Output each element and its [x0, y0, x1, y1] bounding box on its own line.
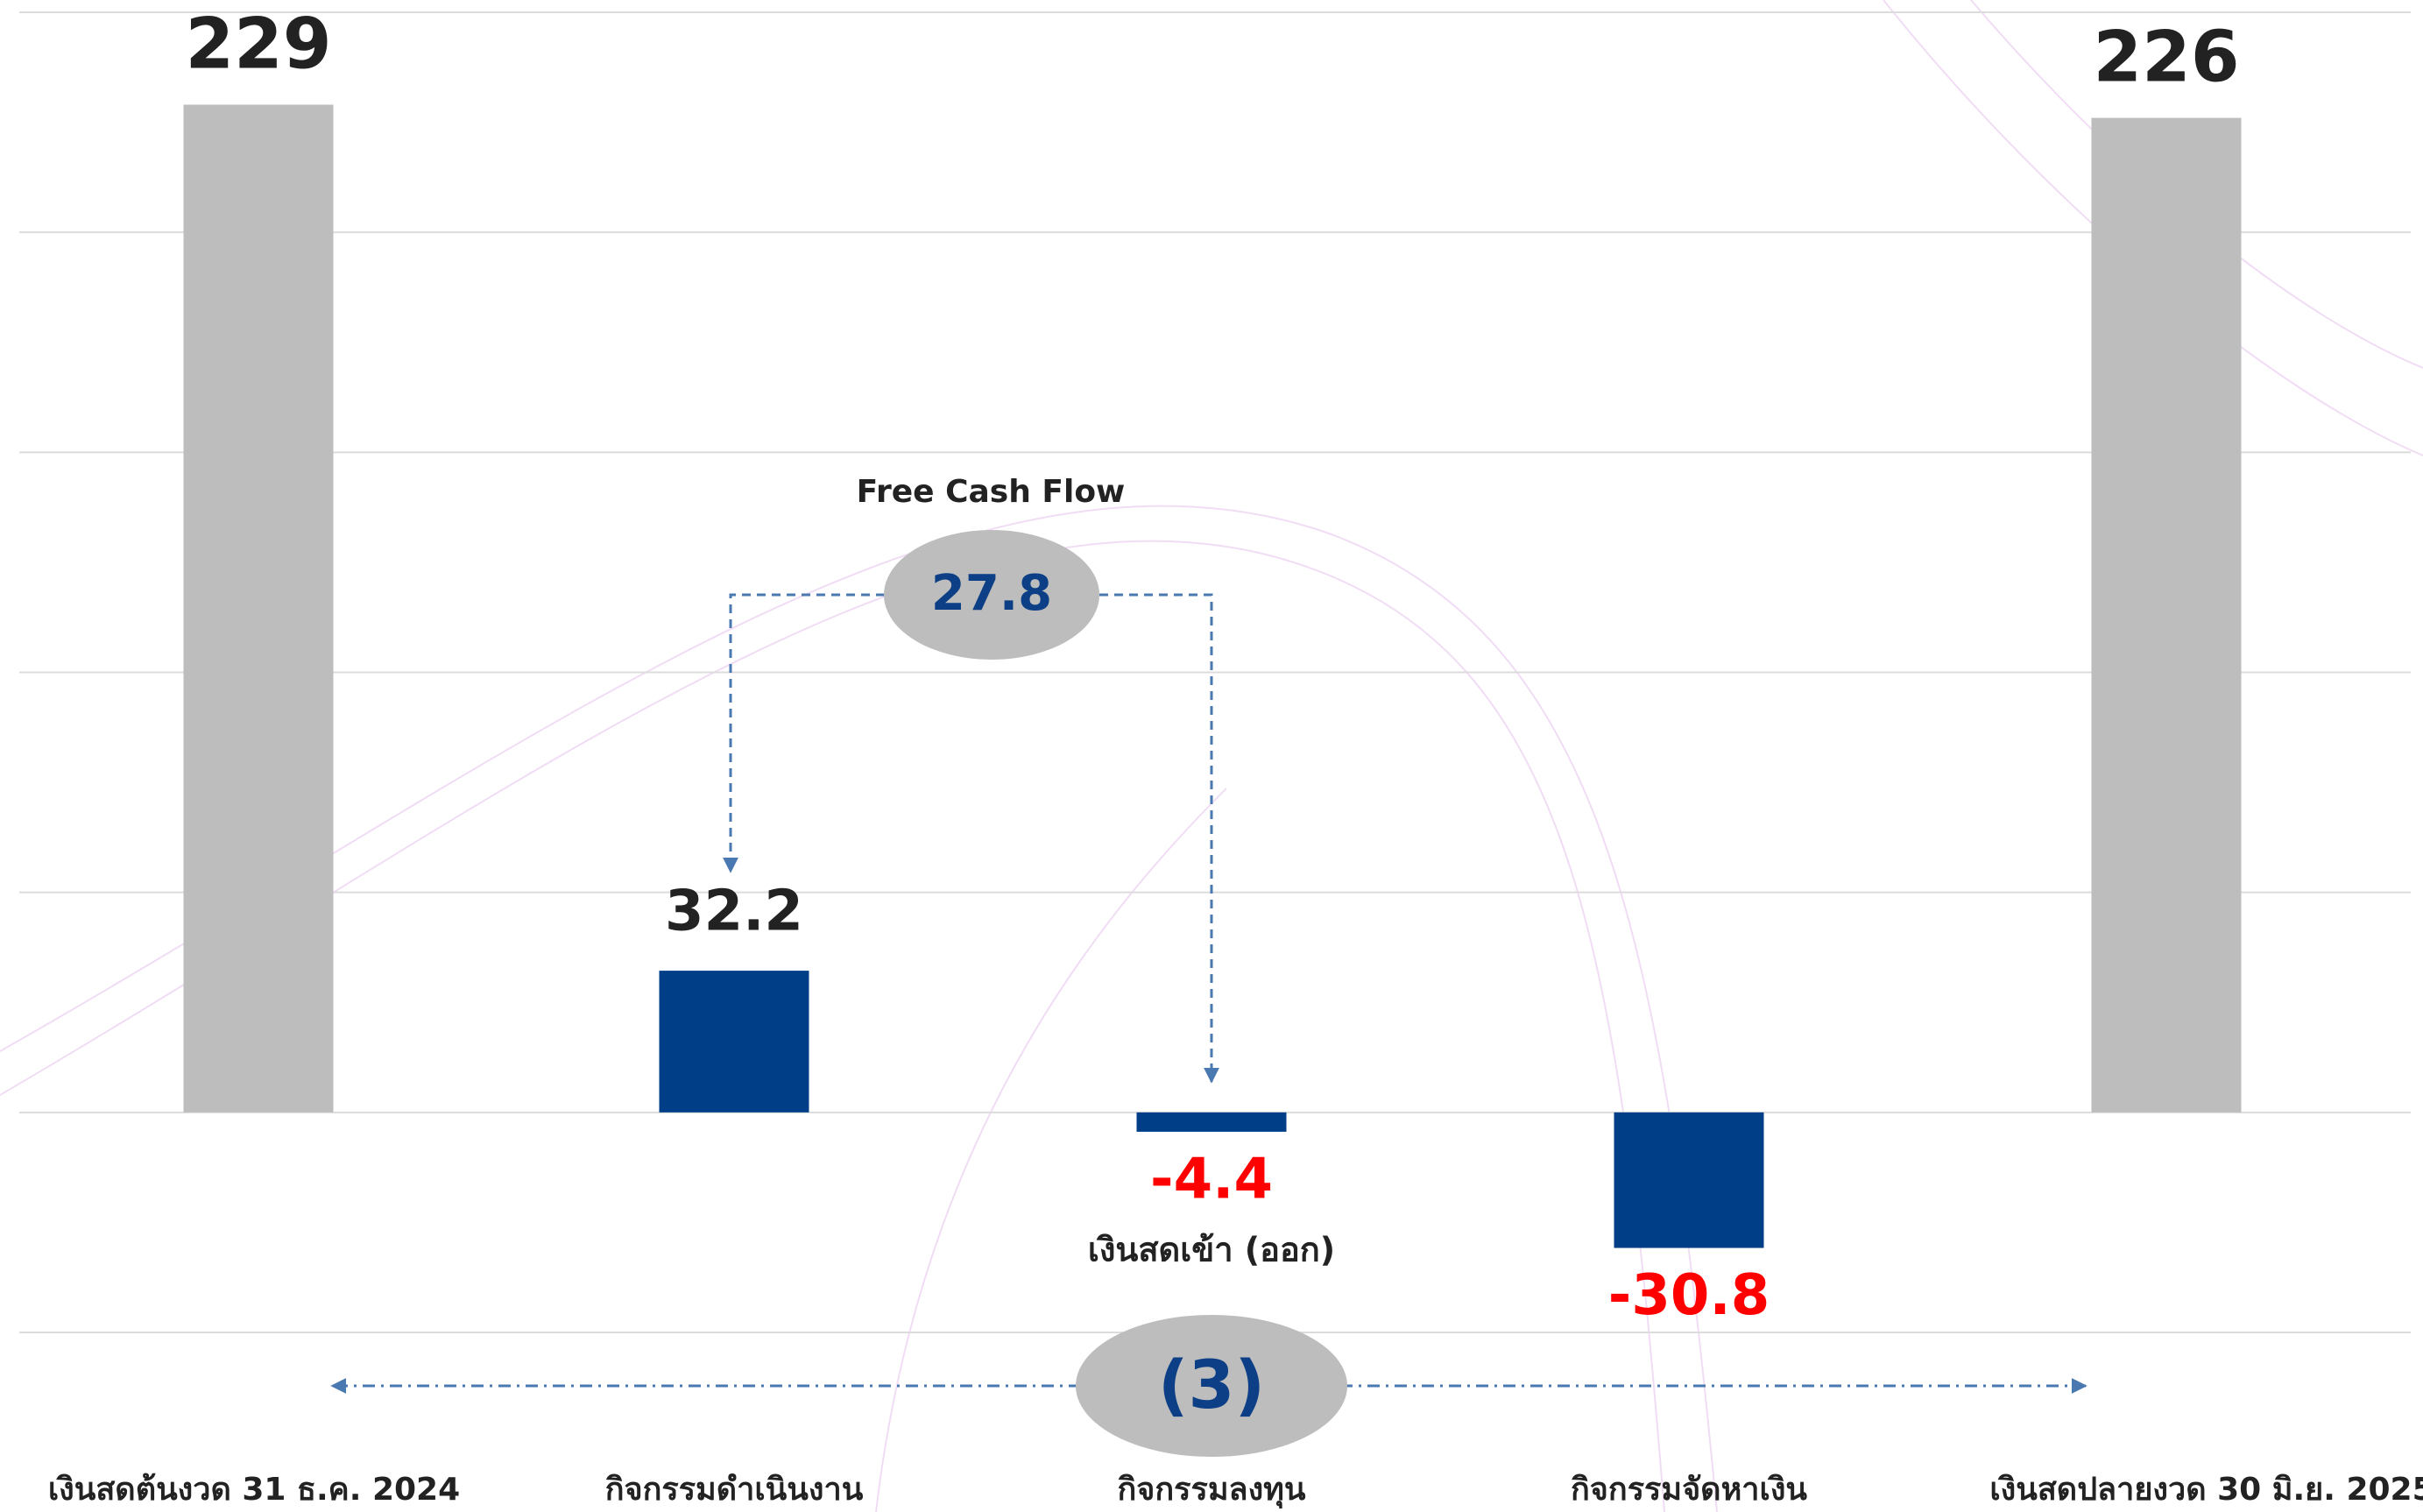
- fcf-value: 27.8: [931, 565, 1052, 622]
- net-value: (3): [1158, 1346, 1265, 1424]
- fcf-arrow: [1099, 593, 1219, 1084]
- bar: [1614, 1112, 1764, 1248]
- grid: [19, 11, 2411, 1333]
- bar: [659, 971, 809, 1113]
- x-tick-label: กิจกรรมลงทุน: [1117, 1472, 1305, 1509]
- labels: 229 เงินสดต้นงวด 31 ธ.ค. 2024 32.2 กิจกรรมด…: [48, 3, 2423, 1509]
- bar: [1136, 1112, 1287, 1132]
- net-bubble: [1076, 1315, 1347, 1457]
- x-tick-label: เงินสดปลายงวด 30 มิ.ย. 2025: [1989, 1472, 2423, 1508]
- bar: [183, 104, 334, 1113]
- value-label: -4.4: [1150, 1148, 1273, 1212]
- fcf-label: Free Cash Flow: [857, 474, 1126, 510]
- fcf-arrow: [723, 593, 885, 873]
- value-label: 226: [2094, 17, 2240, 98]
- value-label: -30.8: [1608, 1263, 1770, 1328]
- bars: [183, 104, 2242, 1248]
- net-label: เงินสดเข้า (ออก): [1088, 1231, 1335, 1269]
- x-tick-label: เงินสดต้นงวด 31 ธ.ค. 2024: [48, 1472, 460, 1508]
- value-label: 229: [186, 3, 332, 84]
- x-tick-label: กิจกรรมจัดหาเงิน: [1571, 1472, 1807, 1508]
- x-tick-label: กิจกรรมดำเนินงาน: [605, 1472, 864, 1508]
- bar: [2091, 117, 2242, 1113]
- fcf-bubble: [884, 530, 1099, 660]
- value-label: 32.2: [665, 880, 803, 944]
